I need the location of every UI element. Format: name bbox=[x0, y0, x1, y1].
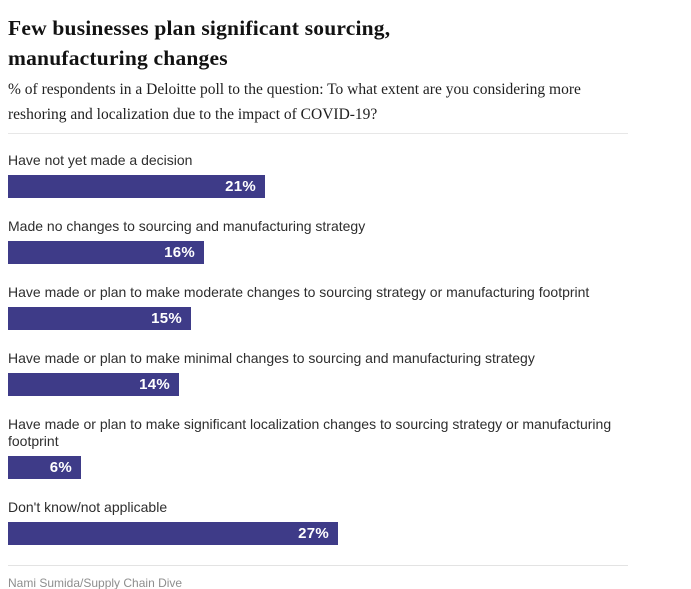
bar-category-label: Don't know/not applicable bbox=[8, 499, 168, 515]
bar: 27% bbox=[8, 522, 338, 545]
bar: 6% bbox=[8, 456, 81, 479]
bar: 14% bbox=[8, 373, 179, 396]
chart-title: Few businesses plan significant sourcing… bbox=[8, 16, 391, 70]
bar: 15% bbox=[8, 307, 191, 330]
bar-category-label: Have made or plan to make minimal change… bbox=[8, 350, 535, 366]
bar-row: Made no changes to sourcing and manufact… bbox=[8, 218, 691, 264]
bar-row: Have made or plan to make significant lo… bbox=[8, 416, 691, 479]
bar: 21% bbox=[8, 175, 265, 198]
bar-category-label: Made no changes to sourcing and manufact… bbox=[8, 218, 366, 234]
bar-category-label: Have not yet made a decision bbox=[8, 152, 193, 168]
bar-row: Don't know/not applicable 27% bbox=[8, 499, 691, 545]
bar-row: Have made or plan to make minimal change… bbox=[8, 350, 691, 396]
chart-subtitle: % of respondents in a Deloitte poll to t… bbox=[8, 81, 581, 123]
bar-value-label: 21% bbox=[225, 178, 256, 195]
bar-value-label: 27% bbox=[298, 525, 329, 542]
bar-row: Have not yet made a decision 21% bbox=[8, 152, 691, 198]
bar-category-label: Have made or plan to make significant lo… bbox=[8, 416, 612, 449]
bar-row: Have made or plan to make moderate chang… bbox=[8, 284, 691, 330]
bar: 16% bbox=[8, 241, 204, 264]
top-divider bbox=[8, 133, 628, 134]
bottom-divider bbox=[8, 565, 628, 566]
bar-category-label: Have made or plan to make moderate chang… bbox=[8, 284, 590, 300]
bar-value-label: 16% bbox=[164, 244, 195, 261]
source-credit: Nami Sumida/Supply Chain Dive bbox=[8, 576, 183, 589]
bar-value-label: 6% bbox=[49, 459, 72, 476]
bar-value-label: 14% bbox=[139, 376, 170, 393]
bar-value-label: 15% bbox=[151, 310, 182, 327]
bar-chart: Have not yet made a decision 21% Made no c… bbox=[8, 152, 691, 545]
